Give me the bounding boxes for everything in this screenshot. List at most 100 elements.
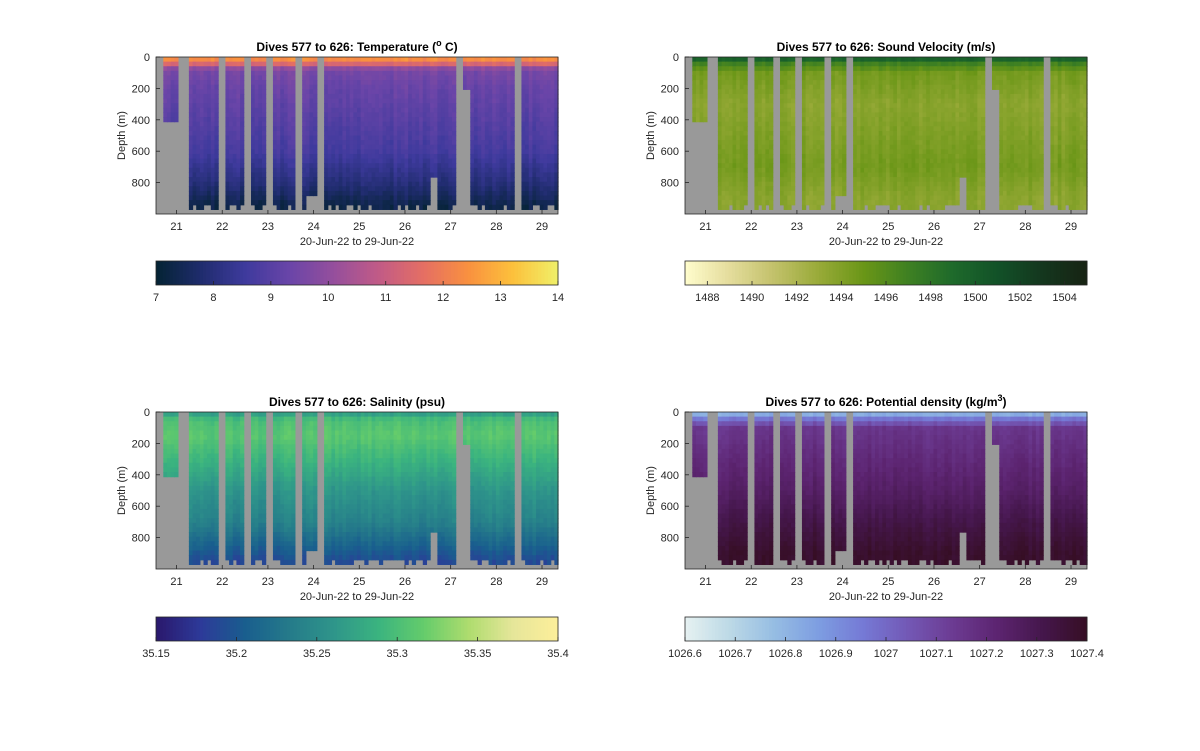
- heatmap-cell: [210, 172, 216, 178]
- heatmap-cell: [448, 135, 453, 141]
- heatmap-cell: [725, 121, 730, 127]
- heatmap-cell: [878, 112, 883, 118]
- heatmap-cell: [510, 158, 515, 164]
- heatmap-cell: [871, 126, 876, 132]
- heatmap-cell: [536, 135, 541, 141]
- heatmap-cell: [324, 172, 329, 178]
- heatmap-cell: [695, 112, 701, 118]
- heatmap-cell: [695, 84, 701, 90]
- heatmap-cell: [466, 70, 471, 77]
- heatmap-cell: [375, 126, 380, 132]
- heatmap-cell: [831, 204, 836, 210]
- heatmap-cell: [820, 84, 825, 90]
- heatmap-cell: [430, 61, 435, 67]
- heatmap-cell: [481, 144, 486, 150]
- heatmap-cell: [276, 80, 281, 86]
- heatmap-cell: [900, 61, 905, 67]
- heatmap-cell: [787, 126, 792, 132]
- heatmap-cell: [769, 112, 774, 118]
- heatmap-cell: [426, 61, 431, 67]
- heatmap-cell: [911, 195, 916, 201]
- heatmap-cell: [225, 61, 230, 67]
- heatmap-cell: [900, 144, 905, 150]
- heatmap-cell: [525, 75, 530, 81]
- heatmap-cell: [506, 200, 512, 206]
- heatmap-cell: [940, 57, 946, 63]
- heatmap-cell: [170, 112, 175, 118]
- heatmap-cell: [765, 89, 770, 95]
- heatmap-cell: [769, 84, 774, 90]
- heatmap-cell: [371, 61, 376, 67]
- heatmap-cell: [831, 130, 836, 137]
- heatmap-cell: [258, 130, 263, 137]
- heatmap-cell: [525, 135, 530, 141]
- heatmap-cell: [331, 107, 336, 114]
- heatmap-cell: [536, 130, 541, 137]
- heatmap-cell: [371, 121, 376, 127]
- heatmap-cell: [860, 98, 865, 104]
- heatmap-cell: [433, 107, 438, 114]
- heatmap-cell: [966, 149, 971, 155]
- heatmap-cell: [280, 140, 285, 146]
- heatmap-cell: [907, 84, 913, 90]
- heatmap-cell: [886, 153, 891, 160]
- heatmap-cell: [915, 153, 920, 160]
- heatmap-cell: [882, 121, 887, 127]
- heatmap-cell: [955, 190, 960, 197]
- heatmap-cell: [816, 190, 821, 197]
- heatmap-cell: [240, 186, 245, 192]
- heatmap-cell: [258, 89, 263, 95]
- heatmap-cell: [728, 195, 734, 201]
- heatmap-cell: [801, 195, 807, 201]
- heatmap-cell: [933, 200, 938, 206]
- heatmap-cell: [871, 181, 876, 187]
- heatmap-cell: [492, 126, 497, 132]
- heatmap-cell: [382, 89, 387, 95]
- heatmap-cell: [856, 167, 862, 174]
- heatmap-cell: [291, 144, 296, 150]
- heatmap-cell: [258, 167, 263, 174]
- heatmap-cell: [240, 93, 245, 100]
- heatmap-cell: [397, 107, 402, 114]
- heatmap-cell: [970, 80, 975, 86]
- heatmap-cell: [484, 195, 490, 201]
- heatmap-cell: [959, 103, 964, 109]
- heatmap-cell: [400, 70, 406, 77]
- heatmap-cell: [790, 140, 796, 146]
- heatmap-cell: [272, 158, 278, 164]
- heatmap-cell: [871, 144, 876, 150]
- heatmap-cell: [948, 190, 953, 197]
- heatmap-cell: [506, 121, 512, 127]
- heatmap-cell: [492, 190, 497, 197]
- heatmap-cell: [375, 103, 380, 109]
- heatmap-cell: [506, 135, 512, 141]
- heatmap-cell: [196, 89, 201, 95]
- heatmap-cell: [911, 186, 916, 192]
- heatmap-cell: [922, 181, 927, 187]
- heatmap-cell: [232, 135, 237, 141]
- heatmap-cell: [170, 66, 175, 72]
- heatmap-cell: [510, 177, 515, 183]
- heatmap-cell: [309, 121, 314, 127]
- heatmap-cell: [783, 66, 788, 72]
- heatmap-cell: [805, 121, 810, 127]
- heatmap-cell: [240, 144, 245, 150]
- colorbar-segment: [259, 261, 264, 285]
- heatmap-cell: [838, 98, 843, 104]
- heatmap-cell: [214, 107, 219, 114]
- heatmap-cell: [721, 204, 726, 210]
- heatmap-cell: [240, 149, 245, 155]
- heatmap-cell: [232, 172, 237, 178]
- heatmap-cell: [499, 70, 504, 77]
- heatmap-cell: [261, 107, 267, 114]
- heatmap-cell: [732, 200, 737, 206]
- heatmap-cell: [276, 61, 281, 67]
- heatmap-cell: [342, 66, 347, 72]
- heatmap-cell: [853, 75, 858, 81]
- heatmap-cell: [780, 186, 785, 192]
- heatmap-cell: [543, 163, 548, 169]
- heatmap-cell: [896, 57, 902, 63]
- colorbar-segment: [480, 261, 485, 285]
- heatmap-cell: [251, 181, 256, 187]
- heatmap-cell: [272, 107, 278, 114]
